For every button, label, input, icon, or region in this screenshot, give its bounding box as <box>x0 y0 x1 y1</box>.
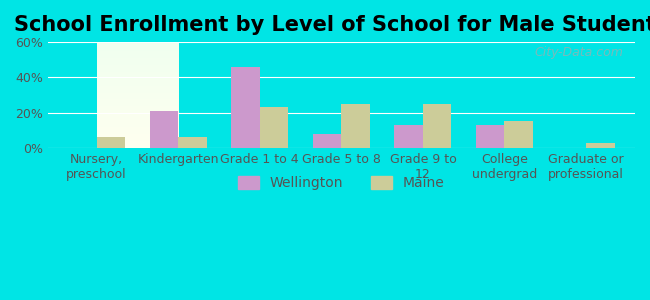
Text: City-Data.com: City-Data.com <box>534 46 623 59</box>
Bar <box>260 107 289 148</box>
Bar <box>178 137 207 148</box>
Bar <box>313 134 341 148</box>
Legend: Wellington, Maine: Wellington, Maine <box>232 171 450 196</box>
Bar <box>341 104 370 148</box>
Bar <box>476 125 504 148</box>
Bar <box>97 137 125 148</box>
Bar <box>231 67 260 148</box>
Bar <box>504 122 533 148</box>
Title: School Enrollment by Level of School for Male Students: School Enrollment by Level of School for… <box>14 15 650 35</box>
Bar <box>150 111 178 148</box>
Bar <box>586 142 615 148</box>
Bar <box>423 104 452 148</box>
Bar <box>395 125 423 148</box>
